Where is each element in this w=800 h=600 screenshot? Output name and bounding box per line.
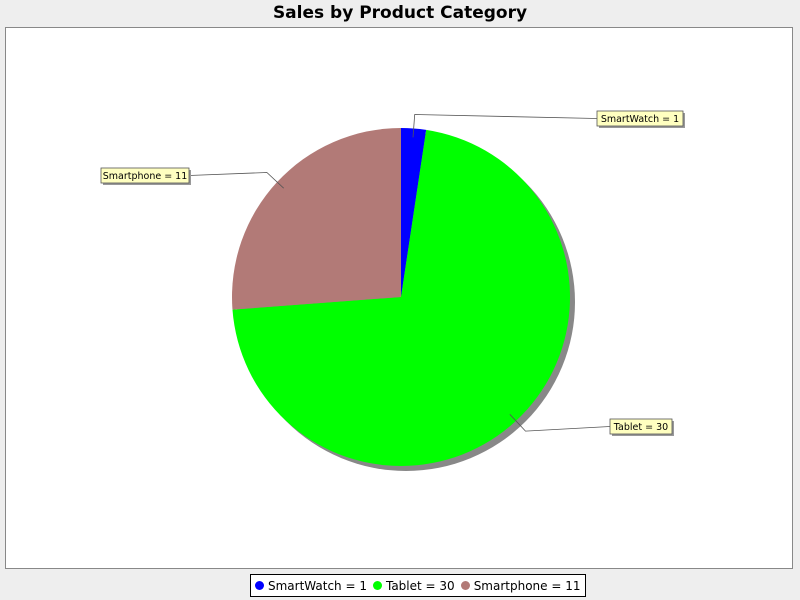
legend-label-smartphone: Smartphone = 11 — [473, 578, 581, 593]
legend-item-smartwatch: SmartWatch = 1 — [255, 579, 367, 593]
label-link-smartwatch — [412, 114, 598, 138]
slice-label-smartphone: Smartphone = 11 — [103, 171, 188, 182]
legend-item-tablet: Tablet = 30 — [372, 578, 455, 593]
label-box-smartwatch — [596, 110, 684, 127]
legend-swatch-smartwatch — [255, 581, 264, 590]
label-link-tablet — [509, 414, 611, 432]
legend-label-tablet: Tablet = 30 — [385, 578, 455, 593]
pie-slice-smartphone — [231, 128, 401, 310]
legend-label-smartwatch: SmartWatch = 1 — [268, 578, 367, 593]
label-box-smartphone — [100, 167, 190, 184]
pie-slice-smartwatch — [401, 128, 427, 297]
legend: SmartWatch = 1 Tablet = 30 Smartphone = … — [250, 574, 586, 597]
chart-title: Sales by Product Category — [272, 3, 528, 23]
legend-swatch-tablet — [372, 581, 382, 590]
legend-swatch-smartphone — [460, 581, 470, 590]
pie-chart: SmartWatch = 1 Tablet = 30 Smartphone = 11 — [100, 110, 685, 471]
label-box-tablet — [609, 418, 673, 435]
slice-label-smartwatch: SmartWatch = 1 — [601, 114, 679, 125]
label-link-smartphone — [188, 172, 284, 189]
legend-item-smartphone: Smartphone = 11 — [460, 578, 581, 593]
pie-slice-tablet — [232, 129, 570, 467]
slice-label-tablet: Tablet = 30 — [613, 422, 668, 433]
